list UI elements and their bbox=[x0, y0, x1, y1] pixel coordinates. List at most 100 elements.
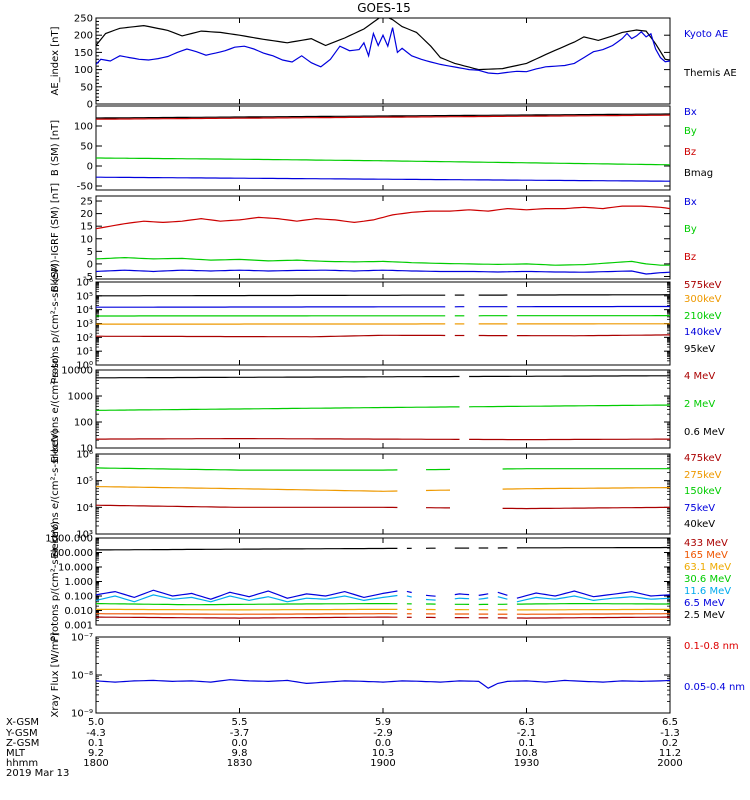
y-tick-label: 10⁻⁹ bbox=[71, 709, 93, 720]
panel-7: 0.001 0.010 0.100 1.000 10.000 100.000 1000.00… bbox=[45, 521, 731, 642]
x-tick-label: 5.9 bbox=[375, 717, 391, 728]
legend-entry: 210keV bbox=[684, 311, 722, 322]
y-tick-label: 10⁻⁸ bbox=[71, 671, 93, 682]
series-line bbox=[96, 438, 460, 440]
y-tick-label: 250 bbox=[74, 14, 93, 25]
series-line bbox=[96, 486, 398, 492]
y-tick-label: 10⁴ bbox=[76, 305, 93, 316]
series-line bbox=[469, 438, 670, 441]
panel-4: 10⁰ 10¹ 10² 10³ 10⁴ 10⁵ 10⁶ Protons p/(cm²-s-sr… bbox=[50, 263, 722, 384]
y-tick-label: 10.000 bbox=[58, 563, 93, 574]
legend-entry: 475keV bbox=[684, 453, 722, 464]
y-axis-label: B (SM) [nT] bbox=[50, 120, 61, 176]
legend-entry: 0.05-0.4 nm bbox=[684, 682, 745, 693]
legend-entry: Bmag bbox=[684, 168, 713, 179]
legend-entry: 275keV bbox=[684, 470, 722, 481]
y-tick-label: 150 bbox=[74, 48, 93, 59]
y-axis-label: Electrons e/(cm²-s-sr) bbox=[50, 355, 61, 463]
x-tick-label: 0.1 bbox=[519, 738, 535, 749]
y-tick-label: -50 bbox=[77, 182, 93, 193]
legend-entry: 95keV bbox=[684, 344, 715, 355]
x-tick-label: 1800 bbox=[83, 758, 108, 769]
series-line bbox=[96, 589, 398, 600]
series-line bbox=[516, 334, 670, 337]
y-tick-label: 10⁴ bbox=[76, 503, 93, 514]
panel-frame bbox=[95, 537, 671, 626]
series-line bbox=[96, 113, 670, 119]
y-tick-label: 10⁵ bbox=[76, 476, 93, 487]
series-line bbox=[96, 375, 460, 379]
series-line bbox=[96, 176, 670, 182]
series-line bbox=[96, 269, 670, 275]
y-axis-label: Electrons e/(cm²-s-sr-keV) bbox=[50, 429, 61, 558]
x-tick-label: -3.7 bbox=[230, 728, 250, 739]
x-tick-label: 1930 bbox=[514, 758, 539, 769]
y-tick-label: 10⁶ bbox=[76, 278, 93, 289]
y-tick-label: 10⁵ bbox=[76, 291, 93, 302]
series-line bbox=[425, 594, 436, 597]
y-tick-label: 20 bbox=[80, 209, 93, 220]
series-line bbox=[96, 616, 398, 619]
y-tick-label: 0 bbox=[87, 100, 93, 111]
series-line bbox=[469, 375, 670, 378]
series-line bbox=[96, 157, 670, 166]
y-tick-label: 1.000 bbox=[64, 577, 93, 588]
y-tick-label: -5 bbox=[83, 272, 93, 283]
legend-entry: 0.1-0.8 nm bbox=[684, 641, 739, 652]
series-line bbox=[96, 679, 670, 689]
y-tick-label: 10² bbox=[76, 333, 93, 344]
x-tick-label: -2.9 bbox=[373, 728, 393, 739]
x-tick-label: 9.8 bbox=[232, 748, 248, 759]
y-tick-label: 100.000 bbox=[52, 548, 93, 559]
y-tick-label: 100 bbox=[74, 418, 93, 429]
series-line bbox=[516, 590, 670, 599]
y-tick-label: 100 bbox=[74, 65, 93, 76]
y-tick-label: 10 bbox=[80, 234, 93, 245]
legend-entry: 11.6 MeV bbox=[684, 586, 731, 597]
y-tick-label: 10⁻⁷ bbox=[71, 633, 93, 644]
legend-entry: 433 MeV bbox=[684, 538, 728, 549]
panel-8: 10⁻⁹ 10⁻⁸ 10⁻⁷ Xray Flux [W/m²] 0.1-0.8 nm 0.… bbox=[50, 632, 745, 719]
y-tick-label: 10000 bbox=[61, 366, 93, 377]
y-axis-label: Protons p/(cm²-s-sr-keV) bbox=[50, 521, 61, 642]
series-line bbox=[96, 294, 446, 297]
x-tick-label: -2.1 bbox=[517, 728, 537, 739]
series-line bbox=[96, 613, 398, 615]
x-tick-label: 0.0 bbox=[232, 738, 248, 749]
legend-entry: By bbox=[684, 126, 697, 137]
panel-6: 10³ 10⁴ 10⁵ 10⁶ Electrons e/(cm²-s-sr-keV) 47… bbox=[50, 429, 722, 558]
y-tick-label: 50 bbox=[80, 142, 93, 153]
y-tick-label: 0.001 bbox=[64, 621, 93, 632]
panel-frame bbox=[95, 636, 671, 714]
date-label: 2019 Mar 13 bbox=[6, 768, 69, 779]
series-line bbox=[406, 595, 412, 598]
legend-entry: 140keV bbox=[684, 327, 722, 338]
y-tick-label: 10⁰ bbox=[76, 361, 93, 372]
legend-entry: 165 MeV bbox=[684, 550, 728, 561]
legend-entry: Themis AE bbox=[683, 68, 737, 79]
y-tick-label: 10 bbox=[80, 444, 93, 455]
y-tick-label: 25 bbox=[80, 197, 93, 208]
legend-entry: Bx bbox=[684, 197, 697, 208]
x-tick-label: -4.3 bbox=[86, 728, 106, 739]
chart-title: GOES-15 bbox=[357, 1, 411, 15]
series-line bbox=[96, 504, 398, 509]
y-axis-label: B (SM)-IGRF (SM) [nT] bbox=[50, 183, 61, 292]
series-line bbox=[516, 608, 670, 611]
panel-frame bbox=[95, 17, 671, 105]
legend-entry: 4 MeV bbox=[684, 371, 715, 382]
series-line bbox=[454, 597, 470, 600]
legend-entry: 0.6 MeV bbox=[684, 427, 725, 438]
legend-entry: 6.5 MeV bbox=[684, 598, 725, 609]
series-line bbox=[497, 596, 508, 600]
series-line bbox=[96, 334, 446, 338]
x-axis-footer: X-GSM 5.0 5.5 5.9 6.3 6.5 Y-GSM -4.3 -3.7 -2.9 -2.… bbox=[5, 717, 683, 779]
y-axis-label: Xray Flux [W/m²] bbox=[50, 632, 61, 717]
legend-entry: 2 MeV bbox=[684, 399, 715, 410]
series-line bbox=[96, 18, 670, 71]
y-tick-label: 0.100 bbox=[64, 592, 93, 603]
